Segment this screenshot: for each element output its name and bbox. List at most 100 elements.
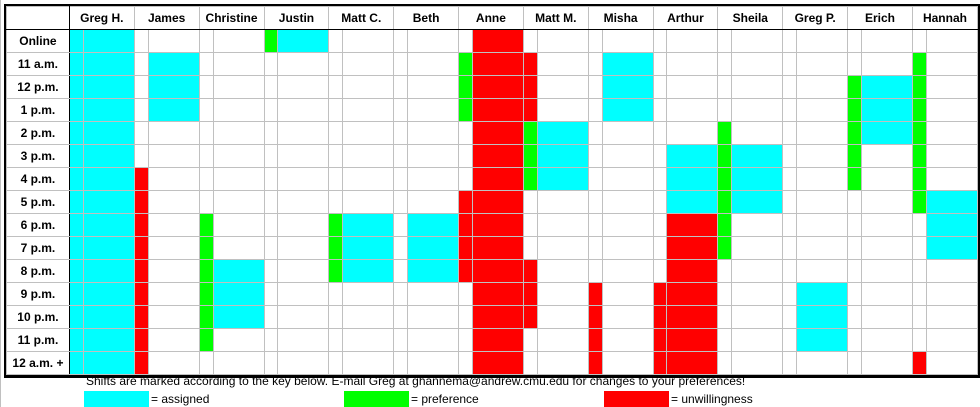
- preference-cell-empty[interactable]: [782, 167, 798, 191]
- preference-cell-empty[interactable]: [587, 236, 603, 260]
- preference-cell-empty[interactable]: [263, 121, 279, 145]
- shift-cell-assigned[interactable]: [731, 144, 784, 168]
- preference-cell-preference[interactable]: [328, 213, 344, 237]
- preference-cell-empty[interactable]: [198, 144, 214, 168]
- shift-cell-unwillingness[interactable]: [471, 190, 524, 214]
- shift-cell-empty[interactable]: [796, 121, 849, 145]
- shift-cell-assigned[interactable]: [407, 236, 459, 260]
- preference-cell-empty[interactable]: [652, 144, 668, 168]
- shift-cell-unwillingness[interactable]: [471, 213, 524, 237]
- shift-cell-unwillingness[interactable]: [471, 144, 524, 168]
- shift-cell-empty[interactable]: [731, 259, 784, 283]
- preference-cell-empty[interactable]: [393, 121, 409, 145]
- preference-cell-empty[interactable]: [328, 52, 344, 76]
- shift-cell-empty[interactable]: [536, 351, 589, 375]
- preference-cell-empty[interactable]: [782, 75, 798, 99]
- shift-cell-empty[interactable]: [861, 190, 913, 214]
- shift-cell-empty[interactable]: [666, 75, 719, 99]
- shift-cell-assigned[interactable]: [82, 305, 135, 329]
- preference-cell-unwillingness[interactable]: [587, 328, 603, 352]
- shift-cell-empty[interactable]: [861, 29, 913, 53]
- shift-cell-empty[interactable]: [925, 75, 979, 99]
- preference-cell-empty[interactable]: [393, 259, 409, 283]
- preference-cell-empty[interactable]: [911, 305, 927, 329]
- preference-cell-unwillingness[interactable]: [652, 305, 668, 329]
- shift-cell-unwillingness[interactable]: [471, 259, 524, 283]
- preference-cell-empty[interactable]: [328, 167, 344, 191]
- shift-cell-empty[interactable]: [536, 52, 589, 76]
- preference-cell-empty[interactable]: [133, 98, 149, 122]
- shift-cell-empty[interactable]: [925, 328, 979, 352]
- shift-cell-unwillingness[interactable]: [471, 328, 524, 352]
- preference-cell-preference[interactable]: [458, 75, 473, 99]
- preference-cell-unwillingness[interactable]: [522, 305, 538, 329]
- shift-cell-assigned[interactable]: [147, 52, 200, 76]
- shift-cell-empty[interactable]: [212, 236, 265, 260]
- preference-cell-unwillingness[interactable]: [522, 282, 538, 306]
- preference-cell-preference[interactable]: [847, 98, 863, 122]
- shift-cell-assigned[interactable]: [536, 121, 589, 145]
- shift-cell-empty[interactable]: [277, 167, 330, 191]
- shift-cell-empty[interactable]: [147, 121, 200, 145]
- preference-cell-preference[interactable]: [847, 167, 863, 191]
- preference-cell-unwillingness[interactable]: [522, 75, 538, 99]
- shift-cell-empty[interactable]: [407, 282, 459, 306]
- shift-cell-assigned[interactable]: [82, 328, 135, 352]
- preference-cell-empty[interactable]: [393, 328, 409, 352]
- preference-cell-unwillingness[interactable]: [587, 282, 603, 306]
- preference-cell-unwillingness[interactable]: [133, 305, 149, 329]
- preference-cell-unwillingness[interactable]: [652, 351, 668, 375]
- shift-cell-assigned[interactable]: [212, 259, 265, 283]
- shift-cell-unwillingness[interactable]: [471, 121, 524, 145]
- shift-cell-empty[interactable]: [536, 190, 589, 214]
- preference-cell-empty[interactable]: [458, 305, 473, 329]
- shift-cell-empty[interactable]: [731, 121, 784, 145]
- shift-cell-unwillingness[interactable]: [666, 282, 719, 306]
- preference-cell-empty[interactable]: [263, 351, 279, 375]
- preference-cell-preference[interactable]: [847, 75, 863, 99]
- shift-cell-empty[interactable]: [407, 29, 459, 53]
- shift-cell-empty[interactable]: [536, 282, 589, 306]
- shift-cell-empty[interactable]: [536, 305, 589, 329]
- preference-cell-empty[interactable]: [393, 282, 409, 306]
- shift-cell-empty[interactable]: [861, 213, 913, 237]
- shift-cell-assigned[interactable]: [796, 305, 849, 329]
- preference-cell-empty[interactable]: [782, 52, 798, 76]
- person-header[interactable]: Arthur: [652, 6, 719, 30]
- shift-cell-empty[interactable]: [731, 236, 784, 260]
- shift-cell-empty[interactable]: [861, 167, 913, 191]
- preference-cell-preference[interactable]: [198, 213, 214, 237]
- preference-cell-empty[interactable]: [198, 75, 214, 99]
- shift-cell-unwillingness[interactable]: [471, 305, 524, 329]
- shift-cell-assigned[interactable]: [342, 236, 395, 260]
- shift-cell-empty[interactable]: [342, 167, 395, 191]
- preference-cell-empty[interactable]: [263, 52, 279, 76]
- preference-cell-empty[interactable]: [458, 328, 473, 352]
- shift-cell-empty[interactable]: [601, 144, 654, 168]
- preference-cell-preference[interactable]: [911, 98, 927, 122]
- preference-cell-empty[interactable]: [911, 328, 927, 352]
- preference-cell-empty[interactable]: [198, 190, 214, 214]
- shift-cell-assigned[interactable]: [212, 305, 265, 329]
- shift-cell-empty[interactable]: [342, 305, 395, 329]
- shift-cell-empty[interactable]: [925, 351, 979, 375]
- preference-cell-assigned[interactable]: [68, 75, 84, 99]
- preference-cell-empty[interactable]: [652, 29, 668, 53]
- shift-cell-assigned[interactable]: [82, 213, 135, 237]
- shift-cell-assigned[interactable]: [601, 98, 654, 122]
- shift-cell-assigned[interactable]: [861, 75, 913, 99]
- shift-cell-empty[interactable]: [342, 190, 395, 214]
- shift-cell-empty[interactable]: [277, 305, 330, 329]
- shift-cell-unwillingness[interactable]: [471, 167, 524, 191]
- shift-cell-empty[interactable]: [147, 190, 200, 214]
- preference-cell-unwillingness[interactable]: [911, 351, 927, 375]
- preference-cell-preference[interactable]: [911, 52, 927, 76]
- preference-cell-empty[interactable]: [782, 259, 798, 283]
- shift-cell-empty[interactable]: [147, 351, 200, 375]
- preference-cell-empty[interactable]: [782, 236, 798, 260]
- shift-cell-unwillingness[interactable]: [471, 75, 524, 99]
- person-header[interactable]: Matt M.: [522, 6, 589, 30]
- preference-cell-empty[interactable]: [717, 75, 733, 99]
- preference-cell-empty[interactable]: [911, 213, 927, 237]
- preference-cell-empty[interactable]: [717, 305, 733, 329]
